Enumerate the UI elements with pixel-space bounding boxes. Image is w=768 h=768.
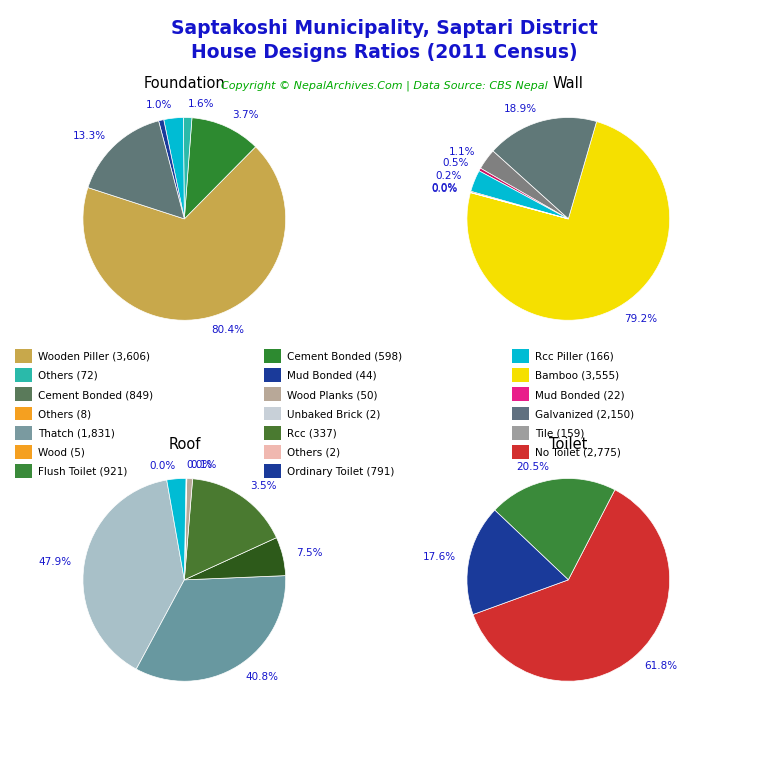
Text: 0.5%: 0.5% [442, 158, 468, 168]
Wedge shape [481, 151, 568, 219]
Text: Thatch (1,831): Thatch (1,831) [38, 429, 115, 439]
Wedge shape [158, 120, 184, 219]
Text: Wood Planks (50): Wood Planks (50) [286, 390, 377, 400]
Wedge shape [495, 478, 615, 580]
Text: Unbaked Brick (2): Unbaked Brick (2) [286, 409, 380, 419]
Text: Galvanized (2,150): Galvanized (2,150) [535, 409, 634, 419]
Wedge shape [471, 170, 568, 219]
Wedge shape [164, 118, 184, 219]
Text: Saptakoshi Municipality, Saptari District
House Designs Ratios (2011 Census): Saptakoshi Municipality, Saptari Distric… [170, 19, 598, 61]
Wedge shape [167, 478, 186, 580]
Wedge shape [470, 192, 568, 219]
Wedge shape [479, 168, 568, 219]
Wedge shape [88, 121, 184, 219]
Wedge shape [83, 147, 286, 320]
Text: 61.8%: 61.8% [644, 661, 677, 671]
Text: 13.3%: 13.3% [72, 131, 106, 141]
Text: Ordinary Toilet (791): Ordinary Toilet (791) [286, 467, 394, 477]
Text: 1.1%: 1.1% [449, 147, 475, 157]
Text: Bamboo (3,555): Bamboo (3,555) [535, 371, 619, 381]
Text: Others (72): Others (72) [38, 371, 98, 381]
Text: 47.9%: 47.9% [38, 557, 71, 567]
Text: Cement Bonded (598): Cement Bonded (598) [286, 352, 402, 362]
Text: Wooden Piller (3,606): Wooden Piller (3,606) [38, 352, 151, 362]
Text: 0.2%: 0.2% [435, 171, 462, 181]
Text: Rcc (337): Rcc (337) [286, 429, 336, 439]
Wedge shape [184, 538, 286, 580]
Wedge shape [184, 118, 256, 219]
Text: 0.0%: 0.0% [149, 461, 175, 471]
Text: Mud Bonded (44): Mud Bonded (44) [286, 371, 376, 381]
Wedge shape [493, 118, 597, 219]
Text: 3.5%: 3.5% [250, 481, 276, 491]
Wedge shape [83, 480, 184, 669]
Title: Wall: Wall [553, 76, 584, 91]
Title: Foundation: Foundation [144, 76, 225, 91]
Wedge shape [184, 118, 192, 219]
Text: 79.2%: 79.2% [624, 313, 657, 323]
Title: Toilet: Toilet [549, 437, 588, 452]
Text: 0.0%: 0.0% [187, 460, 213, 470]
Wedge shape [467, 121, 670, 320]
Text: 40.8%: 40.8% [245, 672, 278, 682]
Text: 1.6%: 1.6% [188, 99, 214, 109]
Text: No Toilet (2,775): No Toilet (2,775) [535, 448, 621, 458]
Wedge shape [136, 576, 286, 681]
Text: Copyright © NepalArchives.Com | Data Source: CBS Nepal: Copyright © NepalArchives.Com | Data Sou… [220, 81, 548, 91]
Wedge shape [184, 478, 276, 580]
Text: Cement Bonded (849): Cement Bonded (849) [38, 390, 154, 400]
Text: Others (8): Others (8) [38, 409, 91, 419]
Text: Mud Bonded (22): Mud Bonded (22) [535, 390, 624, 400]
Text: 20.5%: 20.5% [516, 462, 549, 472]
Text: Rcc Piller (166): Rcc Piller (166) [535, 352, 614, 362]
Text: 0.0%: 0.0% [432, 184, 458, 194]
Text: Tile (159): Tile (159) [535, 429, 584, 439]
Wedge shape [184, 478, 187, 580]
Title: Roof: Roof [168, 437, 200, 452]
Wedge shape [184, 478, 186, 580]
Text: 1.0%: 1.0% [146, 100, 172, 110]
Text: Wood (5): Wood (5) [38, 448, 85, 458]
Text: 17.6%: 17.6% [423, 551, 456, 561]
Text: 0.0%: 0.0% [432, 184, 458, 194]
Text: 7.5%: 7.5% [296, 548, 323, 558]
Wedge shape [473, 490, 670, 681]
Wedge shape [184, 478, 193, 580]
Wedge shape [471, 191, 568, 219]
Text: 3.7%: 3.7% [232, 110, 258, 120]
Text: Others (2): Others (2) [286, 448, 340, 458]
Text: 0.1%: 0.1% [190, 461, 217, 471]
Text: Flush Toilet (921): Flush Toilet (921) [38, 467, 127, 477]
Wedge shape [467, 510, 568, 614]
Text: 18.9%: 18.9% [504, 104, 537, 114]
Text: 80.4%: 80.4% [211, 325, 244, 335]
